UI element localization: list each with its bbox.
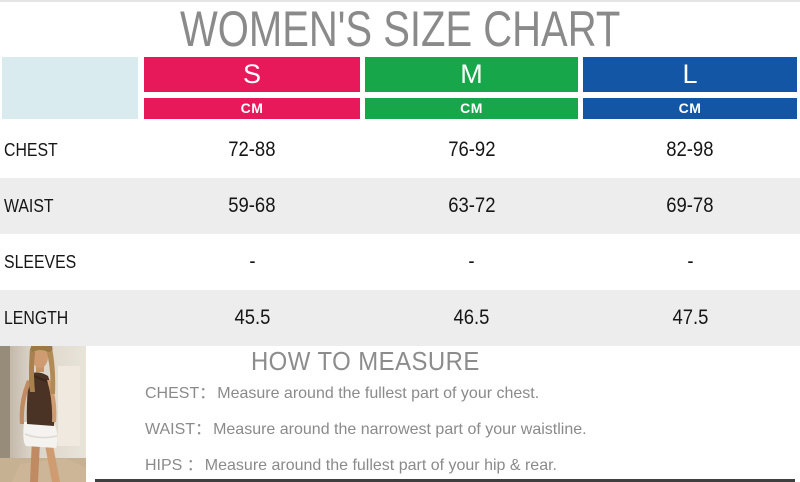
- bottom-crop-line: [95, 479, 795, 482]
- cell-value: -: [468, 250, 475, 273]
- measure-label: HIPS ：: [145, 457, 203, 474]
- unit-header-s: CM: [144, 98, 360, 119]
- row-label: SLEEVES: [4, 252, 77, 272]
- cell-value: 72-88: [228, 138, 276, 161]
- cell-value: 59-68: [228, 194, 276, 217]
- cell-value: 82-98: [666, 138, 714, 161]
- measure-text: Measure around the narrowest part of you…: [213, 421, 587, 438]
- model-photo-illustration: [0, 346, 86, 482]
- table-row-length: LENGTH 45.5 46.5 47.5: [0, 290, 800, 346]
- cell-value: 69-78: [666, 194, 714, 217]
- cell-value: -: [248, 250, 256, 273]
- size-chart-corner: [2, 57, 138, 119]
- row-label: CHEST: [4, 140, 58, 160]
- cell-value: 63-72: [447, 194, 496, 217]
- cell-value: -: [686, 250, 694, 273]
- cell-value: 76-92: [447, 138, 496, 161]
- unit-header-m: CM: [365, 98, 578, 119]
- table-row-sleeves: SLEEVES - - -: [0, 234, 800, 290]
- measure-label: WAIST：: [145, 421, 212, 438]
- size-chart-body: CHEST 72-88 76-92 82-98 WAIST 59-68 63-7…: [0, 122, 800, 346]
- size-header-m: M: [365, 57, 578, 92]
- unit-header-l: CM: [583, 98, 797, 119]
- table-row-waist: WAIST 59-68 63-72 69-78: [0, 178, 800, 234]
- how-to-measure-heading-text: HOW TO MEASURE: [250, 346, 480, 376]
- top-crop-line: [0, 0, 800, 2]
- page-title-text: WOMEN'S SIZE CHART: [179, 1, 621, 57]
- measure-label: CHEST：: [145, 385, 216, 402]
- cell-value: 45.5: [234, 306, 270, 329]
- size-header-l: L: [583, 57, 797, 92]
- row-label: WAIST: [4, 196, 54, 216]
- size-chart-header: S CM M CM L CM: [0, 57, 800, 119]
- measure-line-waist: WAIST： Measure around the narrowest part …: [145, 420, 587, 440]
- measure-text: Measure around the fullest part of your …: [217, 385, 540, 402]
- how-to-measure-heading: HOW TO MEASURE: [0, 347, 730, 375]
- cell-value: 47.5: [672, 306, 708, 329]
- measure-line-chest: CHEST： Measure around the fullest part of…: [145, 384, 539, 404]
- page-title: WOMEN'S SIZE CHART: [0, 2, 800, 56]
- measure-line-hips: HIPS ： Measure around the fullest part of…: [145, 456, 557, 476]
- measure-text: Measure around the fullest part of your …: [204, 457, 557, 474]
- table-row-chest: CHEST 72-88 76-92 82-98: [0, 122, 800, 178]
- cell-value: 46.5: [453, 306, 490, 329]
- size-header-s: S: [144, 57, 360, 92]
- row-label: LENGTH: [4, 308, 69, 328]
- model-photo: [0, 346, 86, 482]
